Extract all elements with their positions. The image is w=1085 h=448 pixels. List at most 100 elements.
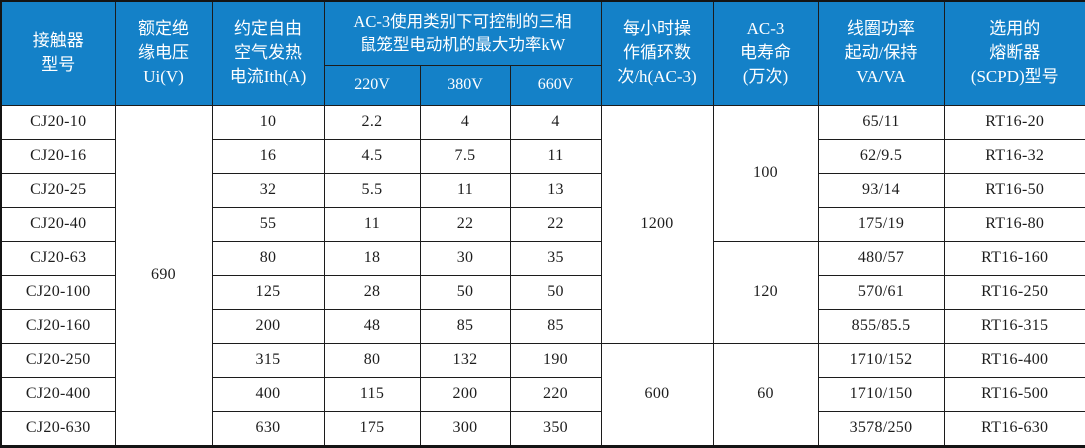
cell-p660: 350 bbox=[509, 410, 602, 447]
col-header-life-line: (万次) bbox=[742, 67, 789, 87]
col-header-thermal-current-line: 电流Ith(A) bbox=[229, 67, 307, 87]
col-header-coil-power: 线圈功率 起动/保持 VA/VA bbox=[817, 0, 945, 106]
cell-model: CJ20-10 bbox=[0, 104, 116, 140]
cell-p660: 22 bbox=[509, 206, 602, 242]
col-header-insulation-voltage-line: Ui(V) bbox=[143, 67, 184, 87]
cell-fuse: RT16-50 bbox=[943, 172, 1085, 208]
col-header-electrical-life: AC-3 电寿命 (万次) bbox=[712, 0, 819, 106]
cell-p220: 2.2 bbox=[323, 104, 421, 140]
cell-p220: 80 bbox=[323, 342, 421, 378]
cell-model: CJ20-63 bbox=[0, 240, 116, 276]
cell-coil: 65/11 bbox=[817, 104, 945, 140]
cell-p380: 200 bbox=[419, 376, 511, 412]
cell-ith: 125 bbox=[211, 274, 325, 310]
cell-cycles-merged: 600 bbox=[600, 342, 714, 447]
cell-p660: 85 bbox=[509, 308, 602, 344]
col-header-fuse-line: 选用的 bbox=[989, 19, 1041, 39]
cell-coil: 1710/150 bbox=[817, 376, 945, 412]
col-header-insulation-voltage-line: 缘电压 bbox=[138, 43, 189, 63]
cell-life-merged: 60 bbox=[712, 342, 819, 447]
cell-p220: 4.5 bbox=[323, 138, 421, 174]
col-header-cycles-line: 次/h(AC-3) bbox=[617, 67, 697, 87]
cell-ith: 315 bbox=[211, 342, 325, 378]
cell-model: CJ20-40 bbox=[0, 206, 116, 242]
cell-ith: 630 bbox=[211, 410, 325, 447]
cell-model: CJ20-25 bbox=[0, 172, 116, 208]
col-header-fuse-model: 选用的 熔断器 (SCPD)型号 bbox=[943, 0, 1085, 106]
cell-fuse: RT16-80 bbox=[943, 206, 1085, 242]
table-row: CJ20-160 200 48 85 85 855/85.5 RT16-315 bbox=[0, 308, 1085, 344]
cell-coil: 480/57 bbox=[817, 240, 945, 276]
col-header-ac3-power-line: 鼠笼型电动机的最大功率kW bbox=[359, 35, 566, 55]
cell-fuse: RT16-500 bbox=[943, 376, 1085, 412]
col-header-ac3-power-line: AC-3使用类别下可控制的三相 bbox=[353, 11, 572, 31]
cell-p380: 22 bbox=[419, 206, 511, 242]
cell-p380: 50 bbox=[419, 274, 511, 310]
header-row-group: 接触器 型号 额定绝 缘电压 Ui(V) 约定自由 空气发热 电流Ith(A) … bbox=[0, 0, 1085, 106]
cell-p660: 4 bbox=[509, 104, 602, 140]
col-header-660v: 660V bbox=[509, 64, 602, 106]
col-header-coil-line: 线圈功率 bbox=[847, 19, 915, 39]
cell-fuse: RT16-315 bbox=[943, 308, 1085, 344]
table-row: CJ20-400 400 115 200 220 1710/150 RT16-5… bbox=[0, 376, 1085, 412]
col-header-thermal-current-line: 空气发热 bbox=[234, 43, 302, 63]
cell-fuse: RT16-250 bbox=[943, 274, 1085, 310]
cell-fuse: RT16-630 bbox=[943, 410, 1085, 447]
cell-p380: 300 bbox=[419, 410, 511, 447]
cell-fuse: RT16-20 bbox=[943, 104, 1085, 140]
table-row: CJ20-63 80 18 30 35 120 480/57 RT16-160 bbox=[0, 240, 1085, 344]
col-header-insulation-voltage: 额定绝 缘电压 Ui(V) bbox=[114, 0, 213, 106]
cell-p660: 190 bbox=[509, 342, 602, 378]
cell-p220: 115 bbox=[323, 376, 421, 412]
cell-life-merged: 120 bbox=[712, 240, 819, 344]
col-header-fuse-line: 熔断器 bbox=[989, 43, 1041, 63]
cell-model: CJ20-630 bbox=[0, 410, 116, 447]
cell-model: CJ20-100 bbox=[0, 274, 116, 310]
cell-cycles-merged: 1200 bbox=[600, 104, 714, 344]
table-row: CJ20-10 690 10 2.2 4 4 1200 100 65/11 RT… bbox=[0, 104, 1085, 447]
cell-fuse: RT16-160 bbox=[943, 240, 1085, 276]
cell-p220: 11 bbox=[323, 206, 421, 242]
cell-coil: 1710/152 bbox=[817, 342, 945, 378]
cell-coil: 855/85.5 bbox=[817, 308, 945, 344]
cell-p380: 11 bbox=[419, 172, 511, 208]
table-row: CJ20-16 16 4.5 7.5 11 62/9.5 RT16-32 bbox=[0, 138, 1085, 174]
col-header-coil-line: VA/VA bbox=[856, 67, 906, 87]
cell-coil: 62/9.5 bbox=[817, 138, 945, 174]
cell-ith: 55 bbox=[211, 206, 325, 242]
cell-ith: 80 bbox=[211, 240, 325, 276]
cell-ith: 200 bbox=[211, 308, 325, 344]
col-header-thermal-current: 约定自由 空气发热 电流Ith(A) bbox=[211, 0, 325, 106]
cell-model: CJ20-16 bbox=[0, 138, 116, 174]
cell-p220: 18 bbox=[323, 240, 421, 276]
cell-p380: 7.5 bbox=[419, 138, 511, 174]
col-header-cycles-line: 每小时操 bbox=[623, 19, 691, 39]
cell-p380: 132 bbox=[419, 342, 511, 378]
cell-model: CJ20-160 bbox=[0, 308, 116, 344]
col-header-coil-line: 起动/保持 bbox=[844, 43, 918, 63]
cell-ith: 16 bbox=[211, 138, 325, 174]
col-header-fuse-line: (SCPD)型号 bbox=[970, 67, 1059, 87]
col-header-model-line: 接触器 bbox=[32, 31, 84, 51]
table-row: CJ20-40 55 11 22 22 175/19 RT16-80 bbox=[0, 206, 1085, 242]
cell-ith: 400 bbox=[211, 376, 325, 412]
table-row: CJ20-25 32 5.5 11 13 93/14 RT16-50 bbox=[0, 172, 1085, 208]
cell-p660: 11 bbox=[509, 138, 602, 174]
cell-model: CJ20-400 bbox=[0, 376, 116, 412]
cell-insulation-voltage-merged: 690 bbox=[114, 104, 213, 447]
col-header-cycles-per-hour: 每小时操 作循环数 次/h(AC-3) bbox=[600, 0, 714, 106]
col-header-life-line: 电寿命 bbox=[740, 43, 791, 63]
cell-coil: 570/61 bbox=[817, 274, 945, 310]
cell-ith: 10 bbox=[211, 104, 325, 140]
cell-fuse: RT16-400 bbox=[943, 342, 1085, 378]
cell-p380: 85 bbox=[419, 308, 511, 344]
col-header-380v: 380V bbox=[419, 64, 511, 106]
col-header-insulation-voltage-line: 额定绝 bbox=[138, 19, 189, 39]
cell-p220: 5.5 bbox=[323, 172, 421, 208]
cell-life-merged: 100 bbox=[712, 104, 819, 242]
cell-p660: 50 bbox=[509, 274, 602, 310]
cell-p220: 28 bbox=[323, 274, 421, 310]
cell-p220: 48 bbox=[323, 308, 421, 344]
